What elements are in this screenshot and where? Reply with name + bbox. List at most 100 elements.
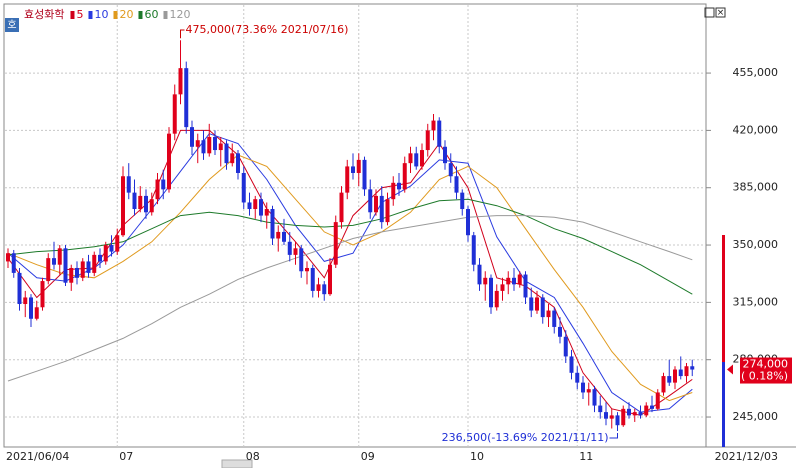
candle-body xyxy=(155,179,160,200)
maximize-button[interactable] xyxy=(704,7,715,18)
candle-body xyxy=(638,412,643,416)
candle-body xyxy=(632,412,637,416)
scroll-thumb[interactable] xyxy=(221,459,253,468)
candle-body xyxy=(224,143,229,164)
y-tick-label: 315,000 xyxy=(733,295,779,308)
volume-profile-down xyxy=(722,362,725,447)
candle-body xyxy=(460,192,465,210)
candle-body xyxy=(80,261,85,278)
legend-swatch xyxy=(163,11,168,19)
candle-body xyxy=(276,231,281,239)
candle-body xyxy=(247,202,252,210)
candle-body xyxy=(385,199,390,223)
candle-body xyxy=(161,179,166,190)
candle-body xyxy=(397,182,401,190)
candle-body xyxy=(489,277,493,308)
candle-body xyxy=(299,248,304,272)
candle-body xyxy=(466,209,470,236)
close-button[interactable] xyxy=(715,7,726,18)
candle-body xyxy=(132,192,137,210)
candle-body xyxy=(11,253,16,273)
legend-label: 20 xyxy=(119,8,133,21)
candle-body xyxy=(391,182,396,200)
candle-body xyxy=(126,176,131,193)
candle-body xyxy=(40,281,45,308)
candle-body xyxy=(443,146,447,164)
legend-swatch xyxy=(88,11,93,19)
candle-body xyxy=(305,267,309,272)
candle-body xyxy=(63,248,68,283)
candle-body xyxy=(253,199,258,210)
y-tick-label: 385,000 xyxy=(733,181,779,194)
legend-swatch xyxy=(138,11,143,19)
candle-body xyxy=(500,284,505,291)
candle-body xyxy=(351,166,355,173)
candle-body xyxy=(586,389,591,393)
candle-body xyxy=(310,267,315,291)
plot-frame xyxy=(3,3,707,448)
candle-body xyxy=(604,412,608,419)
last-change-label: ( 0.18%) xyxy=(741,370,788,383)
candle-body xyxy=(86,261,91,273)
candle-body xyxy=(218,143,223,151)
candle-body xyxy=(615,415,620,426)
low-annotation: 236,500(-13.69% 2021/11/11) xyxy=(442,431,609,444)
candle-body xyxy=(293,248,298,255)
candle-body xyxy=(431,120,436,131)
candle-body xyxy=(201,140,206,154)
candle-body xyxy=(598,405,603,413)
candle-body xyxy=(6,253,10,262)
candle-body xyxy=(75,267,79,278)
y-tick-label: 245,000 xyxy=(733,410,779,423)
candle-body xyxy=(345,166,350,193)
candle-body xyxy=(425,130,430,151)
candle-body xyxy=(529,297,534,311)
candle-body xyxy=(673,369,677,383)
candle-body xyxy=(494,290,499,308)
candle-body xyxy=(195,140,200,147)
candle-body xyxy=(230,153,235,164)
moving-average-line xyxy=(7,154,693,402)
candle-body xyxy=(506,277,511,285)
candle-body xyxy=(213,136,217,151)
candle-body xyxy=(184,68,189,128)
candle-body xyxy=(540,297,545,318)
candle-body xyxy=(684,366,689,377)
candle-body xyxy=(368,189,373,213)
moving-average-line xyxy=(7,133,693,413)
candle-body xyxy=(437,120,442,147)
candle-body xyxy=(236,153,240,173)
candle-body xyxy=(546,310,551,318)
candle-body xyxy=(57,248,62,265)
x-tick-label: 10 xyxy=(470,450,484,463)
candle-body xyxy=(92,254,97,273)
candle-body xyxy=(46,258,51,282)
candle-body xyxy=(644,405,649,416)
legend-label: 10 xyxy=(94,8,108,21)
x-tick-label: 2021/06/04 xyxy=(6,450,69,463)
candle-body xyxy=(563,336,568,357)
candle-body xyxy=(149,199,154,213)
x-tick-label: 11 xyxy=(579,450,593,463)
candle-body xyxy=(69,267,74,283)
item-icon-text: 호 xyxy=(7,19,16,31)
candle-body xyxy=(581,382,585,393)
candle-body xyxy=(512,277,516,285)
candle-body xyxy=(17,272,22,305)
candle-body xyxy=(270,209,275,239)
candle-body xyxy=(362,159,367,190)
candle-body xyxy=(172,94,177,134)
candle-body xyxy=(103,245,108,262)
candle-body xyxy=(454,176,459,193)
volume-profile-up xyxy=(722,235,725,362)
candle-body xyxy=(558,326,562,337)
y-tick-label: 420,000 xyxy=(733,123,779,136)
candle-body xyxy=(109,245,114,252)
candle-body xyxy=(575,372,580,383)
candle-body xyxy=(678,369,683,377)
item-icon xyxy=(5,18,19,32)
candle-body xyxy=(328,264,332,295)
candle-body xyxy=(650,405,654,409)
last-price-box xyxy=(740,357,792,384)
candle-body xyxy=(379,195,384,223)
